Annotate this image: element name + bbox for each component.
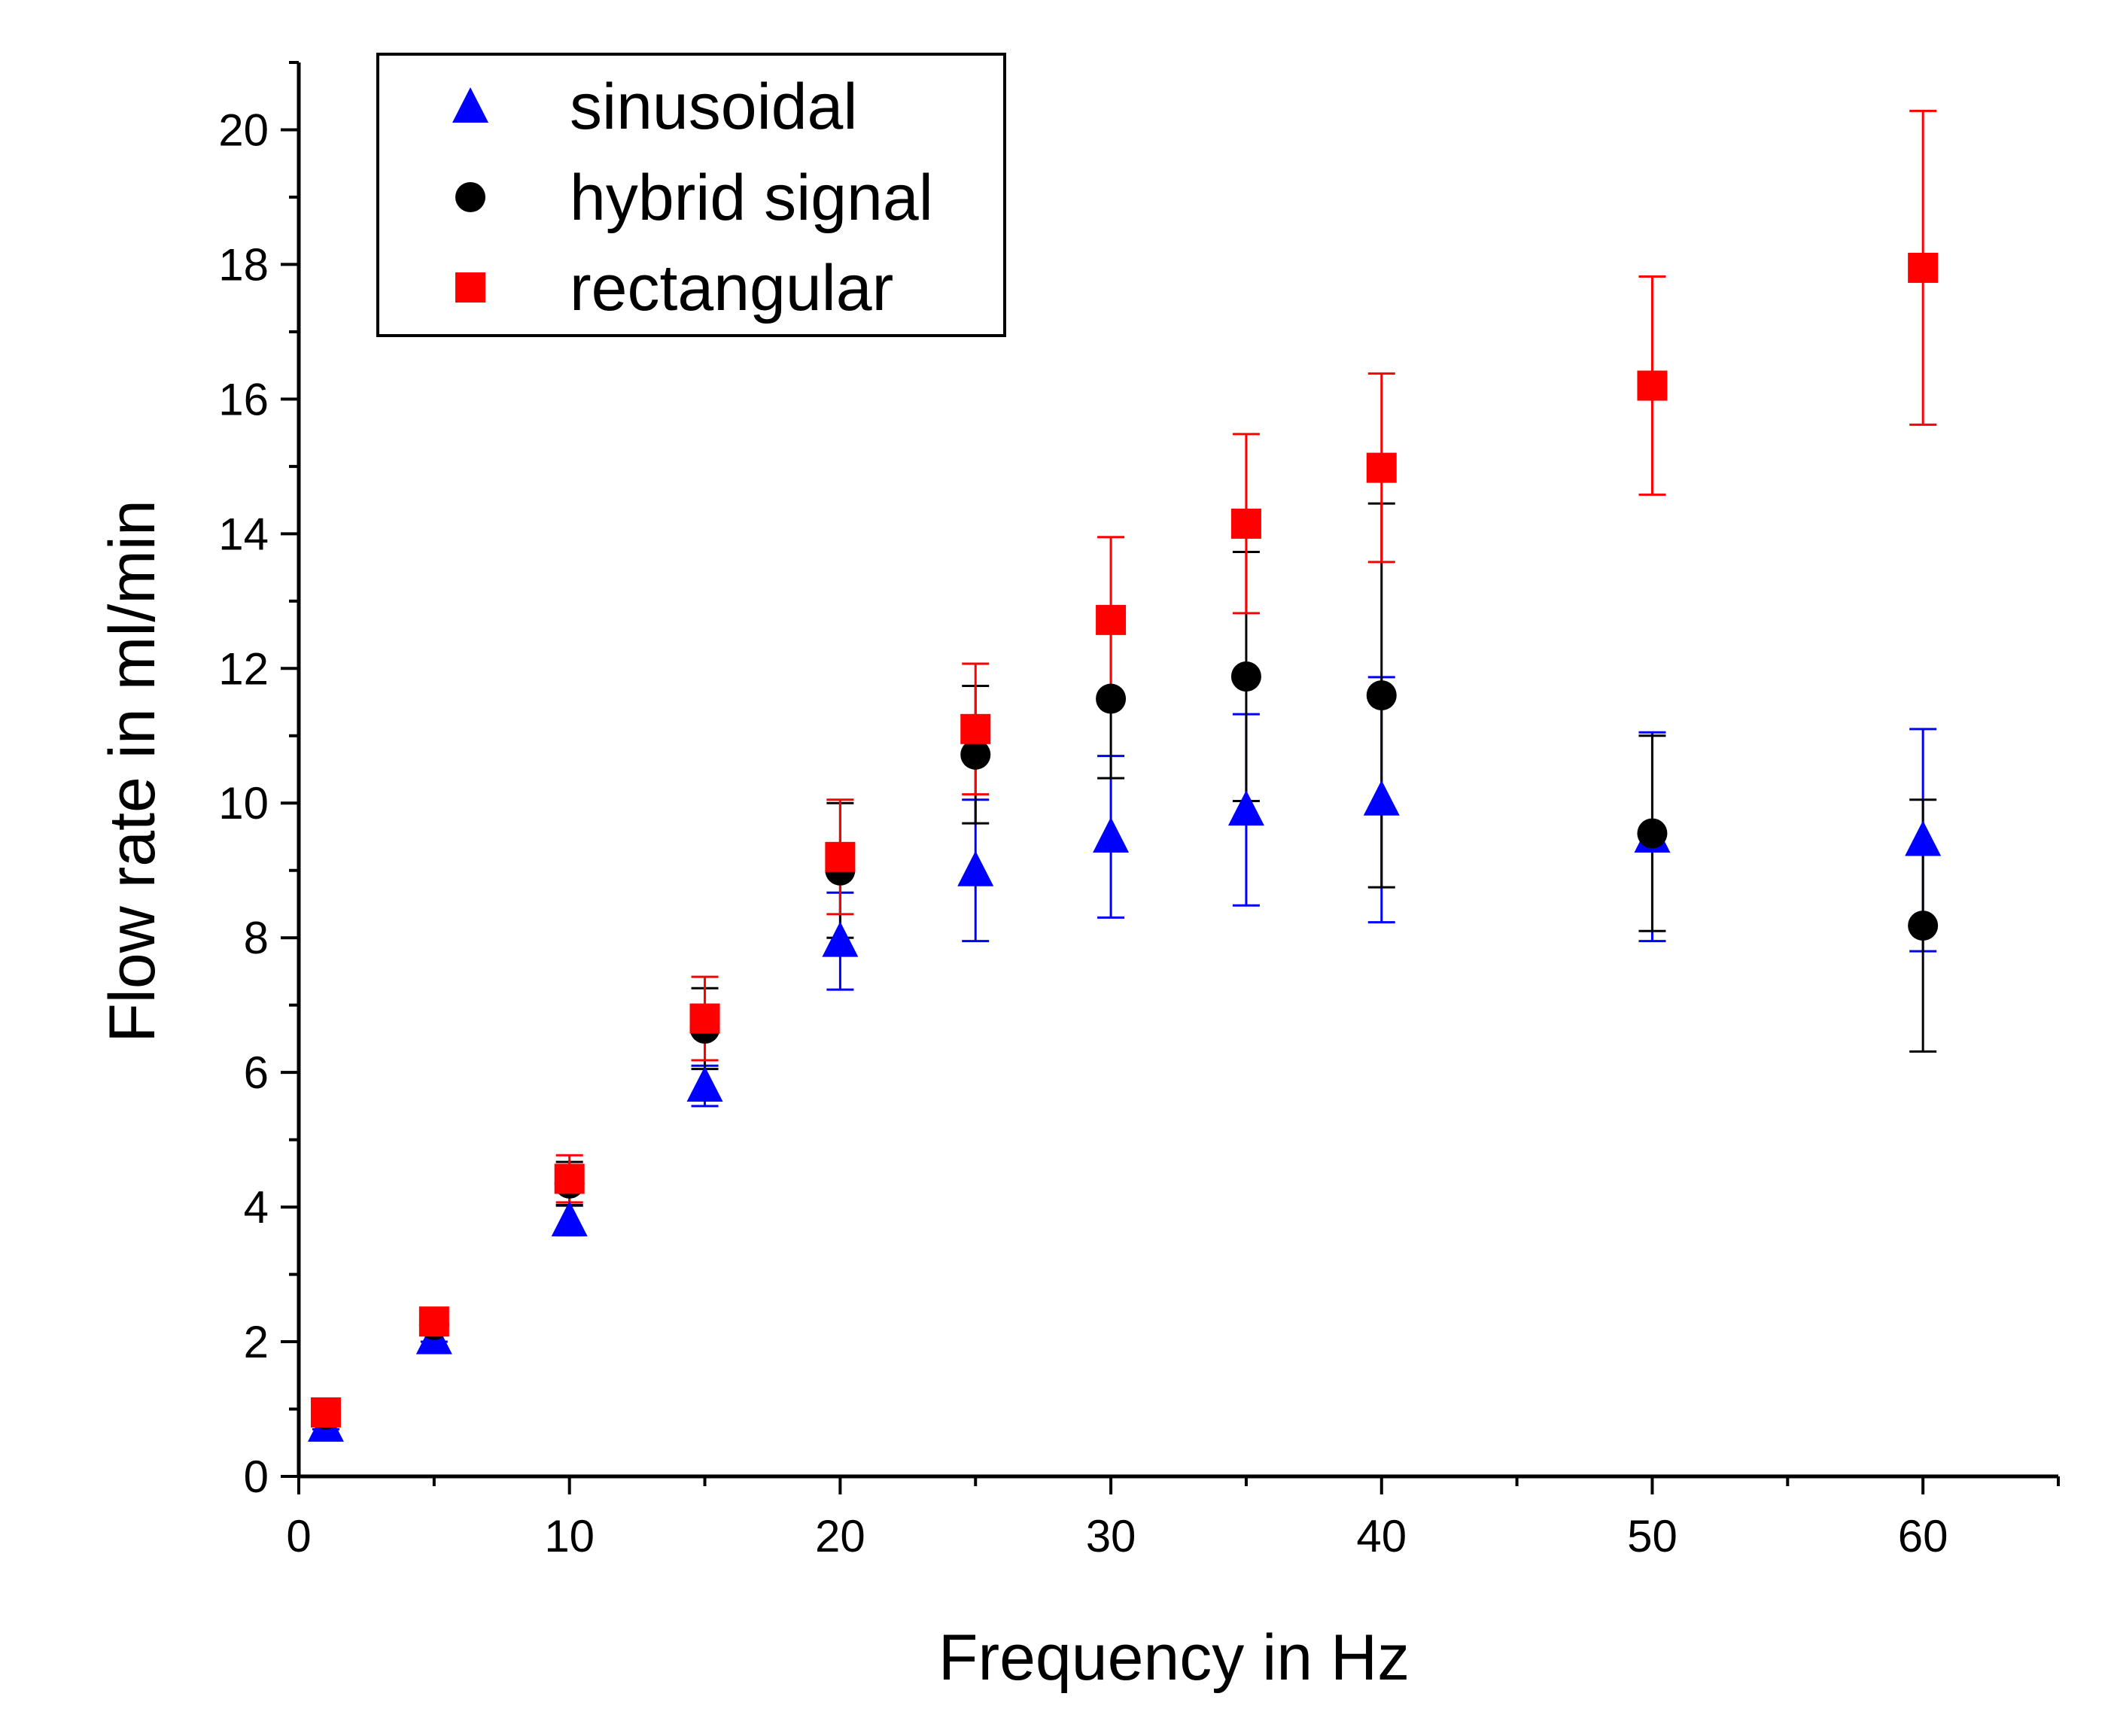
point-sinusoidal (957, 850, 994, 886)
point-sinusoidal (822, 921, 859, 957)
y-tick-label: 4 (244, 1182, 269, 1233)
point-rectangular (310, 1397, 341, 1427)
point-rectangular (1908, 252, 1939, 283)
y-tick-label: 14 (218, 509, 269, 559)
point-sinusoidal (1905, 820, 1942, 856)
point-sinusoidal (1093, 816, 1130, 853)
point-hybrid-signal (1366, 680, 1397, 711)
x-axis-title: Frequency in Hz (938, 1622, 1410, 1694)
point-rectangular (1366, 452, 1397, 483)
point-rectangular (825, 841, 856, 872)
legend-markers (452, 87, 488, 303)
legend-label-hybrid-signal: hybrid signal (570, 162, 933, 234)
x-tick-label: 50 (1627, 1511, 1678, 1561)
x-tick-label: 40 (1356, 1511, 1407, 1561)
x-tick-label: 60 (1898, 1511, 1948, 1561)
point-sinusoidal (1227, 790, 1264, 826)
y-tick-label: 18 (218, 239, 269, 290)
y-tick-label: 20 (218, 105, 269, 155)
point-rectangular (554, 1163, 585, 1194)
point-sinusoidal (551, 1200, 588, 1236)
x-tick-label: 30 (1086, 1511, 1136, 1561)
x-tick-label: 0 (286, 1511, 311, 1561)
tick-labels: 0 10 20 30 40 50 60 0 2 4 6 8 10 12 14 16 18 20 (218, 105, 1948, 1561)
y-tick-label: 12 (218, 643, 269, 694)
legend-marker-rectangular (455, 272, 485, 303)
legend: sinusoidal hybrid signal rectangular (376, 53, 1006, 337)
point-hybrid-signal (1908, 911, 1939, 941)
axes-layer (281, 61, 2060, 1494)
point-rectangular (1230, 508, 1261, 539)
markers-layer (307, 252, 1942, 1442)
point-rectangular (418, 1306, 449, 1337)
legend-marker-hybrid-signal (455, 182, 485, 212)
point-rectangular (960, 713, 991, 744)
point-rectangular (1637, 370, 1668, 401)
y-tick-label: 8 (244, 913, 269, 963)
point-hybrid-signal (1096, 683, 1127, 714)
y-axis-title: Flow rate in ml/min (96, 500, 169, 1043)
point-sinusoidal (1363, 780, 1400, 816)
legend-label-sinusoidal: sinusoidal (570, 71, 857, 143)
legend-marker-sinusoidal (452, 87, 488, 123)
y-tick-label: 0 (244, 1452, 269, 1502)
point-rectangular (1096, 604, 1127, 635)
y-tick-label: 16 (218, 374, 269, 424)
point-rectangular (689, 1003, 720, 1034)
x-tick-label: 20 (815, 1511, 865, 1561)
y-tick-label: 6 (244, 1047, 269, 1098)
point-sinusoidal (686, 1066, 723, 1102)
point-hybrid-signal (1637, 818, 1668, 849)
point-hybrid-signal (960, 739, 991, 770)
y-tick-label: 10 (218, 778, 269, 828)
legend-label-rectangular: rectangular (570, 252, 893, 324)
y-tick-label: 2 (244, 1317, 269, 1367)
x-tick-label: 10 (544, 1511, 595, 1561)
point-hybrid-signal (1230, 661, 1261, 692)
